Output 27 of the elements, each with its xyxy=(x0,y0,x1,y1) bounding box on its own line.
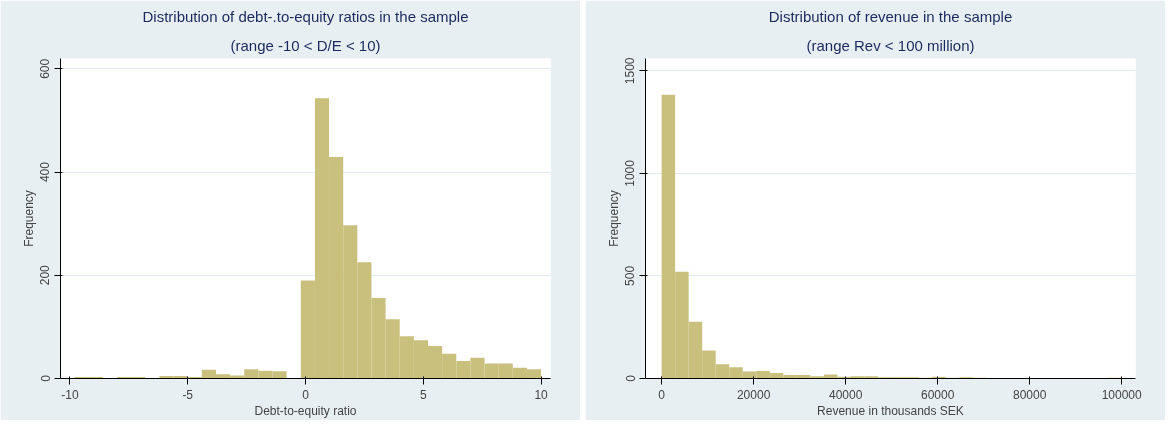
y-tick-label: 600 xyxy=(38,58,53,79)
x-tick-label: 10 xyxy=(534,387,549,402)
x-tick-label: 80000 xyxy=(1012,387,1047,402)
chart-subtitle: (range Rev < 100 million) xyxy=(806,36,975,54)
x-tick-label: 5 xyxy=(419,387,427,402)
y-tick-label: 200 xyxy=(38,264,53,286)
x-tick-label: 40000 xyxy=(828,387,863,402)
x-tick-label: 0 xyxy=(658,387,666,402)
y-tick-label: 400 xyxy=(38,161,53,183)
x-tick-label: -5 xyxy=(182,387,194,402)
chart-title: Distribution of debt-.to-equity ratios in the sample xyxy=(142,7,469,25)
y-axis-title: Frequency xyxy=(606,190,621,247)
y-tick-label: 0 xyxy=(38,374,53,382)
y-tick-label: 500 xyxy=(623,265,638,286)
x-tick-label: 20000 xyxy=(736,387,771,402)
y-tick-label: 1500 xyxy=(623,57,638,85)
x-axis-title: Revenue in thousands SEK xyxy=(817,403,964,418)
chart-title: Distribution of revenue in the sample xyxy=(768,7,1013,25)
x-tick-label: -10 xyxy=(61,387,79,402)
chart-subtitle: (range -10 < D/E < 10) xyxy=(230,36,381,54)
x-axis-title: Debt-to-equity ratio xyxy=(254,403,357,418)
x-tick-label: 100000 xyxy=(1101,387,1143,402)
y-axis-title: Frequency xyxy=(21,190,36,247)
y-tick-label: 1000 xyxy=(623,159,638,187)
x-tick-label: 0 xyxy=(302,387,310,402)
y-tick-label: 0 xyxy=(623,374,638,382)
x-tick-label: 60000 xyxy=(920,387,955,402)
